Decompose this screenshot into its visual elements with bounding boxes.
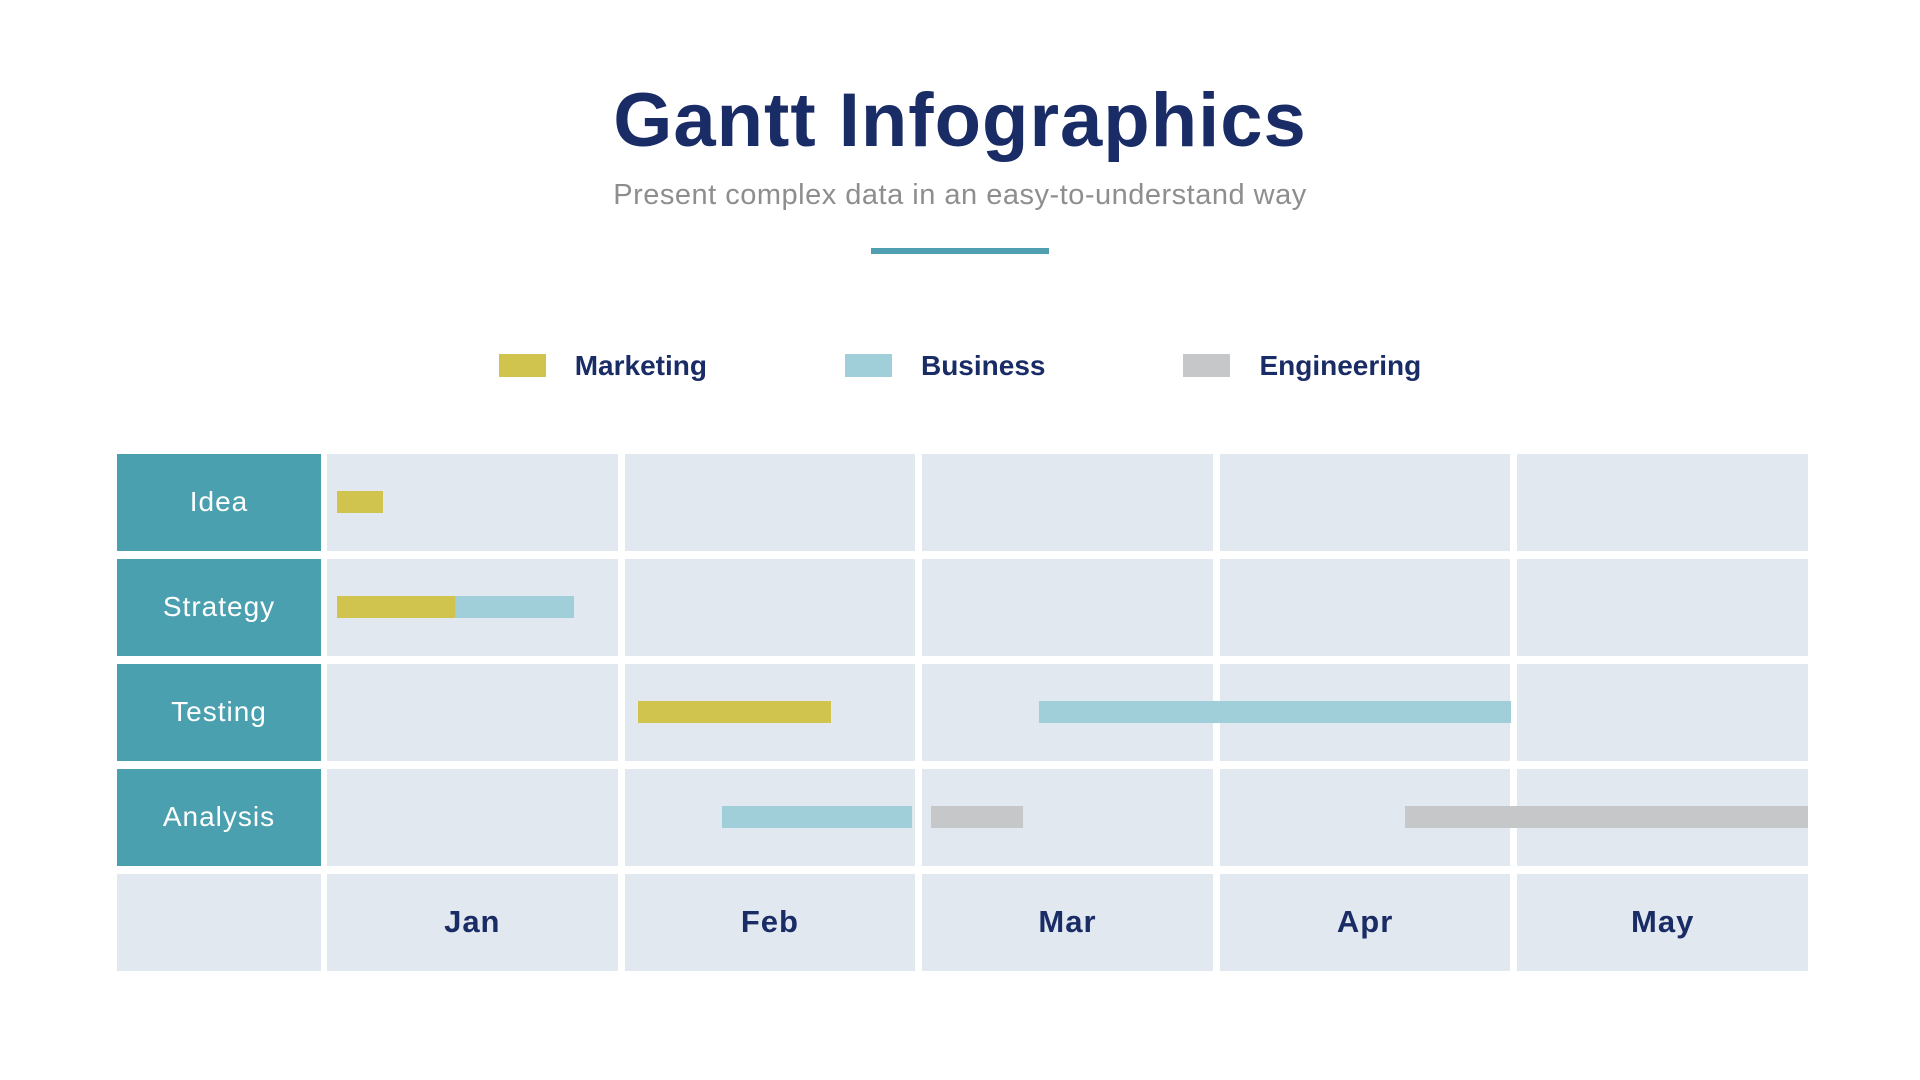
month-header-apr: Apr	[1219, 873, 1511, 971]
gantt-cell-idea-feb	[624, 453, 916, 551]
row-label-idea: Idea	[117, 453, 321, 551]
month-header-mar: Mar	[922, 873, 1213, 971]
title-underline	[871, 247, 1049, 254]
business-swatch-icon	[844, 354, 892, 378]
gantt-cell-idea-apr	[1219, 453, 1511, 551]
page-subtitle: Present complex data in an easy-to-under…	[613, 178, 1307, 211]
gantt-row-analysis: Analysis	[117, 768, 1808, 866]
month-header-spacer	[117, 873, 321, 971]
gantt-cell-analysis-jan	[327, 768, 618, 866]
month-header-feb: Feb	[624, 873, 916, 971]
gantt-row-cells	[327, 453, 1808, 551]
gantt-row-data-area	[327, 663, 1808, 761]
page-title: Gantt Infographics	[613, 78, 1307, 163]
gantt-row-cells	[327, 558, 1808, 656]
gantt-cell-testing-jan	[327, 663, 618, 761]
gantt-row-data-area	[327, 453, 1808, 551]
gantt-bar-marketing	[336, 595, 455, 618]
legend-item-marketing: Marketing	[498, 349, 707, 382]
gantt-row-data-area	[327, 768, 1808, 866]
row-label-testing: Testing	[117, 663, 321, 761]
gantt-cell-idea-may	[1517, 453, 1808, 551]
gantt-bar-engineering	[931, 805, 1024, 828]
legend: Marketing Business Engineering	[0, 350, 1920, 382]
gantt-bar-marketing	[336, 490, 383, 513]
gantt-cell-strategy-feb	[624, 558, 916, 656]
gantt-bar-business	[1039, 700, 1512, 723]
row-label-analysis: Analysis	[117, 768, 321, 866]
month-header-cells: Jan Feb Mar Apr May	[327, 873, 1808, 971]
gantt-row-data-area	[327, 558, 1808, 656]
row-label-strategy: Strategy	[117, 558, 321, 656]
gantt-cell-strategy-apr	[1219, 558, 1511, 656]
legend-item-business: Business	[844, 349, 1046, 382]
gantt-cell-idea-mar	[922, 453, 1213, 551]
gantt-row-strategy: Strategy	[117, 558, 1808, 656]
month-header-may: May	[1517, 873, 1808, 971]
gantt-cell-testing-may	[1517, 663, 1808, 761]
month-header-row: Jan Feb Mar Apr May	[117, 873, 1808, 971]
engineering-swatch-icon	[1183, 354, 1231, 378]
marketing-swatch-icon	[498, 354, 546, 378]
gantt-bar-engineering	[1404, 805, 1808, 828]
header: Gantt Infographics Present complex data …	[0, 0, 1920, 254]
month-header-jan: Jan	[327, 873, 618, 971]
gantt-row-testing: Testing	[117, 663, 1808, 761]
gantt-bar-business	[721, 805, 913, 828]
gantt-cell-strategy-mar	[922, 558, 1213, 656]
legend-item-engineering: Engineering	[1183, 350, 1421, 382]
gantt-row-cells	[327, 663, 1808, 761]
gantt-bar-business	[454, 595, 574, 618]
legend-label: Marketing	[574, 349, 707, 381]
gantt-table: Idea Strategy Testing Analysis Jan Feb Mar Apr M…	[117, 453, 1808, 971]
gantt-bar-marketing	[637, 700, 832, 723]
gantt-row-idea: Idea	[117, 453, 1808, 551]
legend-label: Engineering	[1259, 349, 1422, 381]
gantt-cell-strategy-may	[1517, 558, 1808, 656]
legend-label: Business	[920, 349, 1046, 381]
